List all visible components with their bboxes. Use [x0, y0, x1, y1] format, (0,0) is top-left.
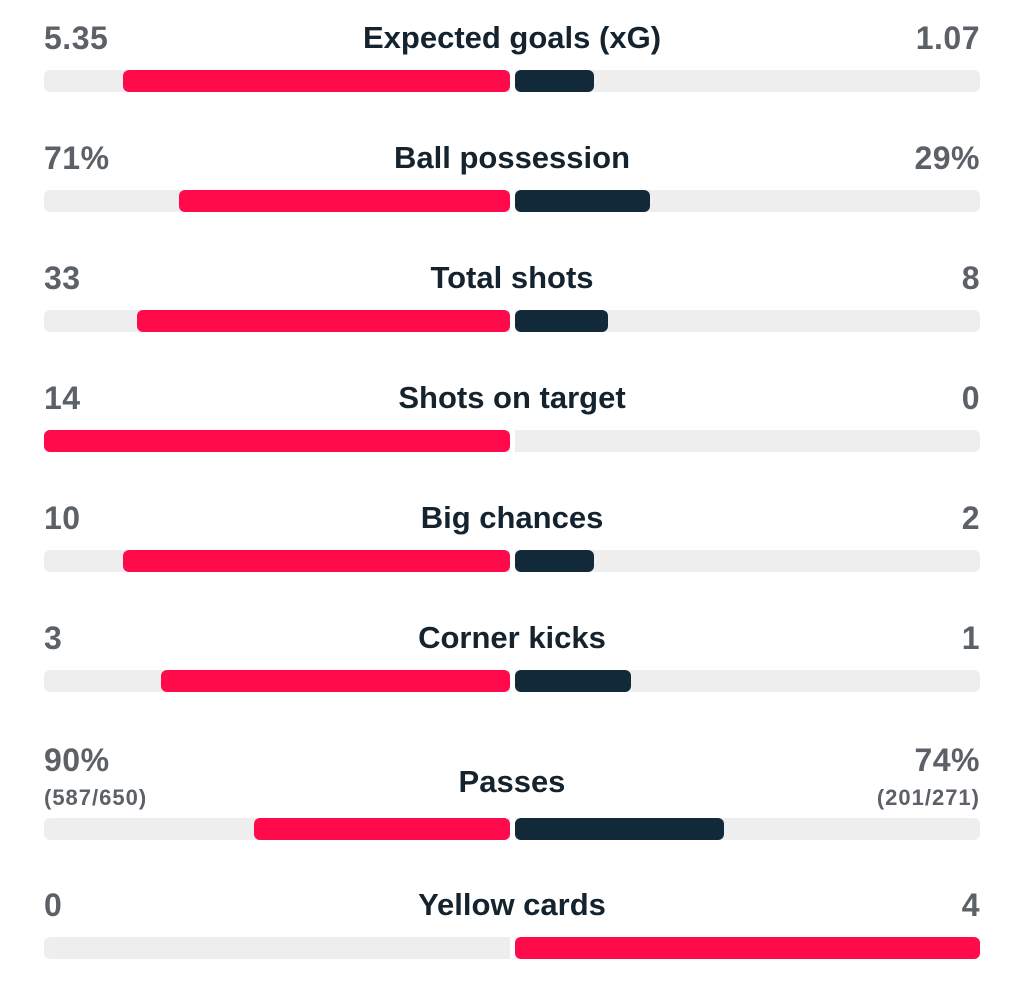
home-value: 10 — [44, 500, 81, 536]
stat-label: Shots on target — [398, 380, 626, 415]
away-detail: (201/271) — [876, 785, 980, 810]
home-bar-track — [44, 190, 510, 212]
home-bar-fill — [44, 430, 510, 452]
stat-row-big-chances: 10 Big chances 2 — [44, 498, 980, 594]
home-value: 5.35 — [44, 20, 109, 56]
away-bar-fill — [515, 670, 632, 692]
stat-label: Corner kicks — [418, 620, 606, 655]
away-bar-fill — [515, 190, 650, 212]
away-value: 4 — [961, 887, 980, 923]
away-bar-fill — [515, 70, 595, 92]
home-value: 3 — [44, 620, 63, 656]
stat-label: Yellow cards — [418, 887, 606, 922]
home-value: 14 — [44, 380, 81, 416]
home-bar-track — [44, 550, 510, 572]
stat-row-total-shots: 33 Total shots 8 — [44, 258, 980, 354]
away-bar-fill — [515, 818, 725, 840]
away-value: 1.07 — [915, 20, 980, 56]
home-bar-track — [44, 70, 510, 92]
home-bar-fill — [123, 70, 510, 92]
home-bar-fill — [137, 310, 510, 332]
away-value: 8 — [961, 260, 980, 296]
away-value: 0 — [961, 380, 980, 416]
stat-row-ball-possession: 71% Ball possession 29% — [44, 138, 980, 234]
away-value: 2 — [961, 500, 980, 536]
stat-row-corner-kicks: 3 Corner kicks 1 — [44, 618, 980, 714]
stat-label: Ball possession — [393, 140, 631, 175]
home-bar-fill — [123, 550, 510, 572]
stat-row-expected-goals-xg: 5.35 Expected goals (xG) 1.07 — [44, 18, 980, 114]
away-bar-track — [515, 937, 980, 959]
home-bar-track — [44, 430, 510, 452]
stat-row-passes: 90% Passes 74% (587/650) (201/271) — [44, 740, 980, 840]
home-bar-fill — [179, 190, 510, 212]
away-bar-track — [515, 70, 980, 92]
away-bar-track — [515, 550, 980, 572]
home-bar-track — [44, 310, 510, 332]
stat-label: Total shots — [430, 260, 594, 295]
away-bar-track — [515, 310, 980, 332]
home-bar-track — [44, 937, 510, 959]
home-value: 90% — [44, 742, 110, 778]
away-value: 1 — [961, 620, 980, 656]
home-value: 33 — [44, 260, 81, 296]
away-bar-track — [515, 430, 980, 452]
away-bar-fill — [515, 310, 608, 332]
away-bar-fill — [515, 937, 980, 959]
home-bar-track — [44, 670, 510, 692]
away-bar-track — [515, 190, 980, 212]
home-bar-fill — [160, 670, 510, 692]
away-bar-fill — [515, 550, 595, 572]
away-bar-track — [515, 670, 980, 692]
home-bar-track — [44, 818, 510, 840]
home-value: 71% — [44, 140, 110, 176]
stat-label: Passes — [458, 764, 566, 799]
home-bar-fill — [253, 818, 510, 840]
stat-label: Big chances — [420, 500, 604, 535]
away-value: 29% — [914, 140, 980, 176]
stat-row-shots-on-target: 14 Shots on target 0 — [44, 378, 980, 474]
home-detail: (587/650) — [44, 785, 148, 810]
stat-row-yellow-cards: 0 Yellow cards 4 — [44, 885, 980, 981]
away-bar-track — [515, 818, 980, 840]
home-value: 0 — [44, 887, 63, 923]
stat-label: Expected goals (xG) — [362, 20, 662, 55]
away-value: 74% — [914, 742, 980, 778]
